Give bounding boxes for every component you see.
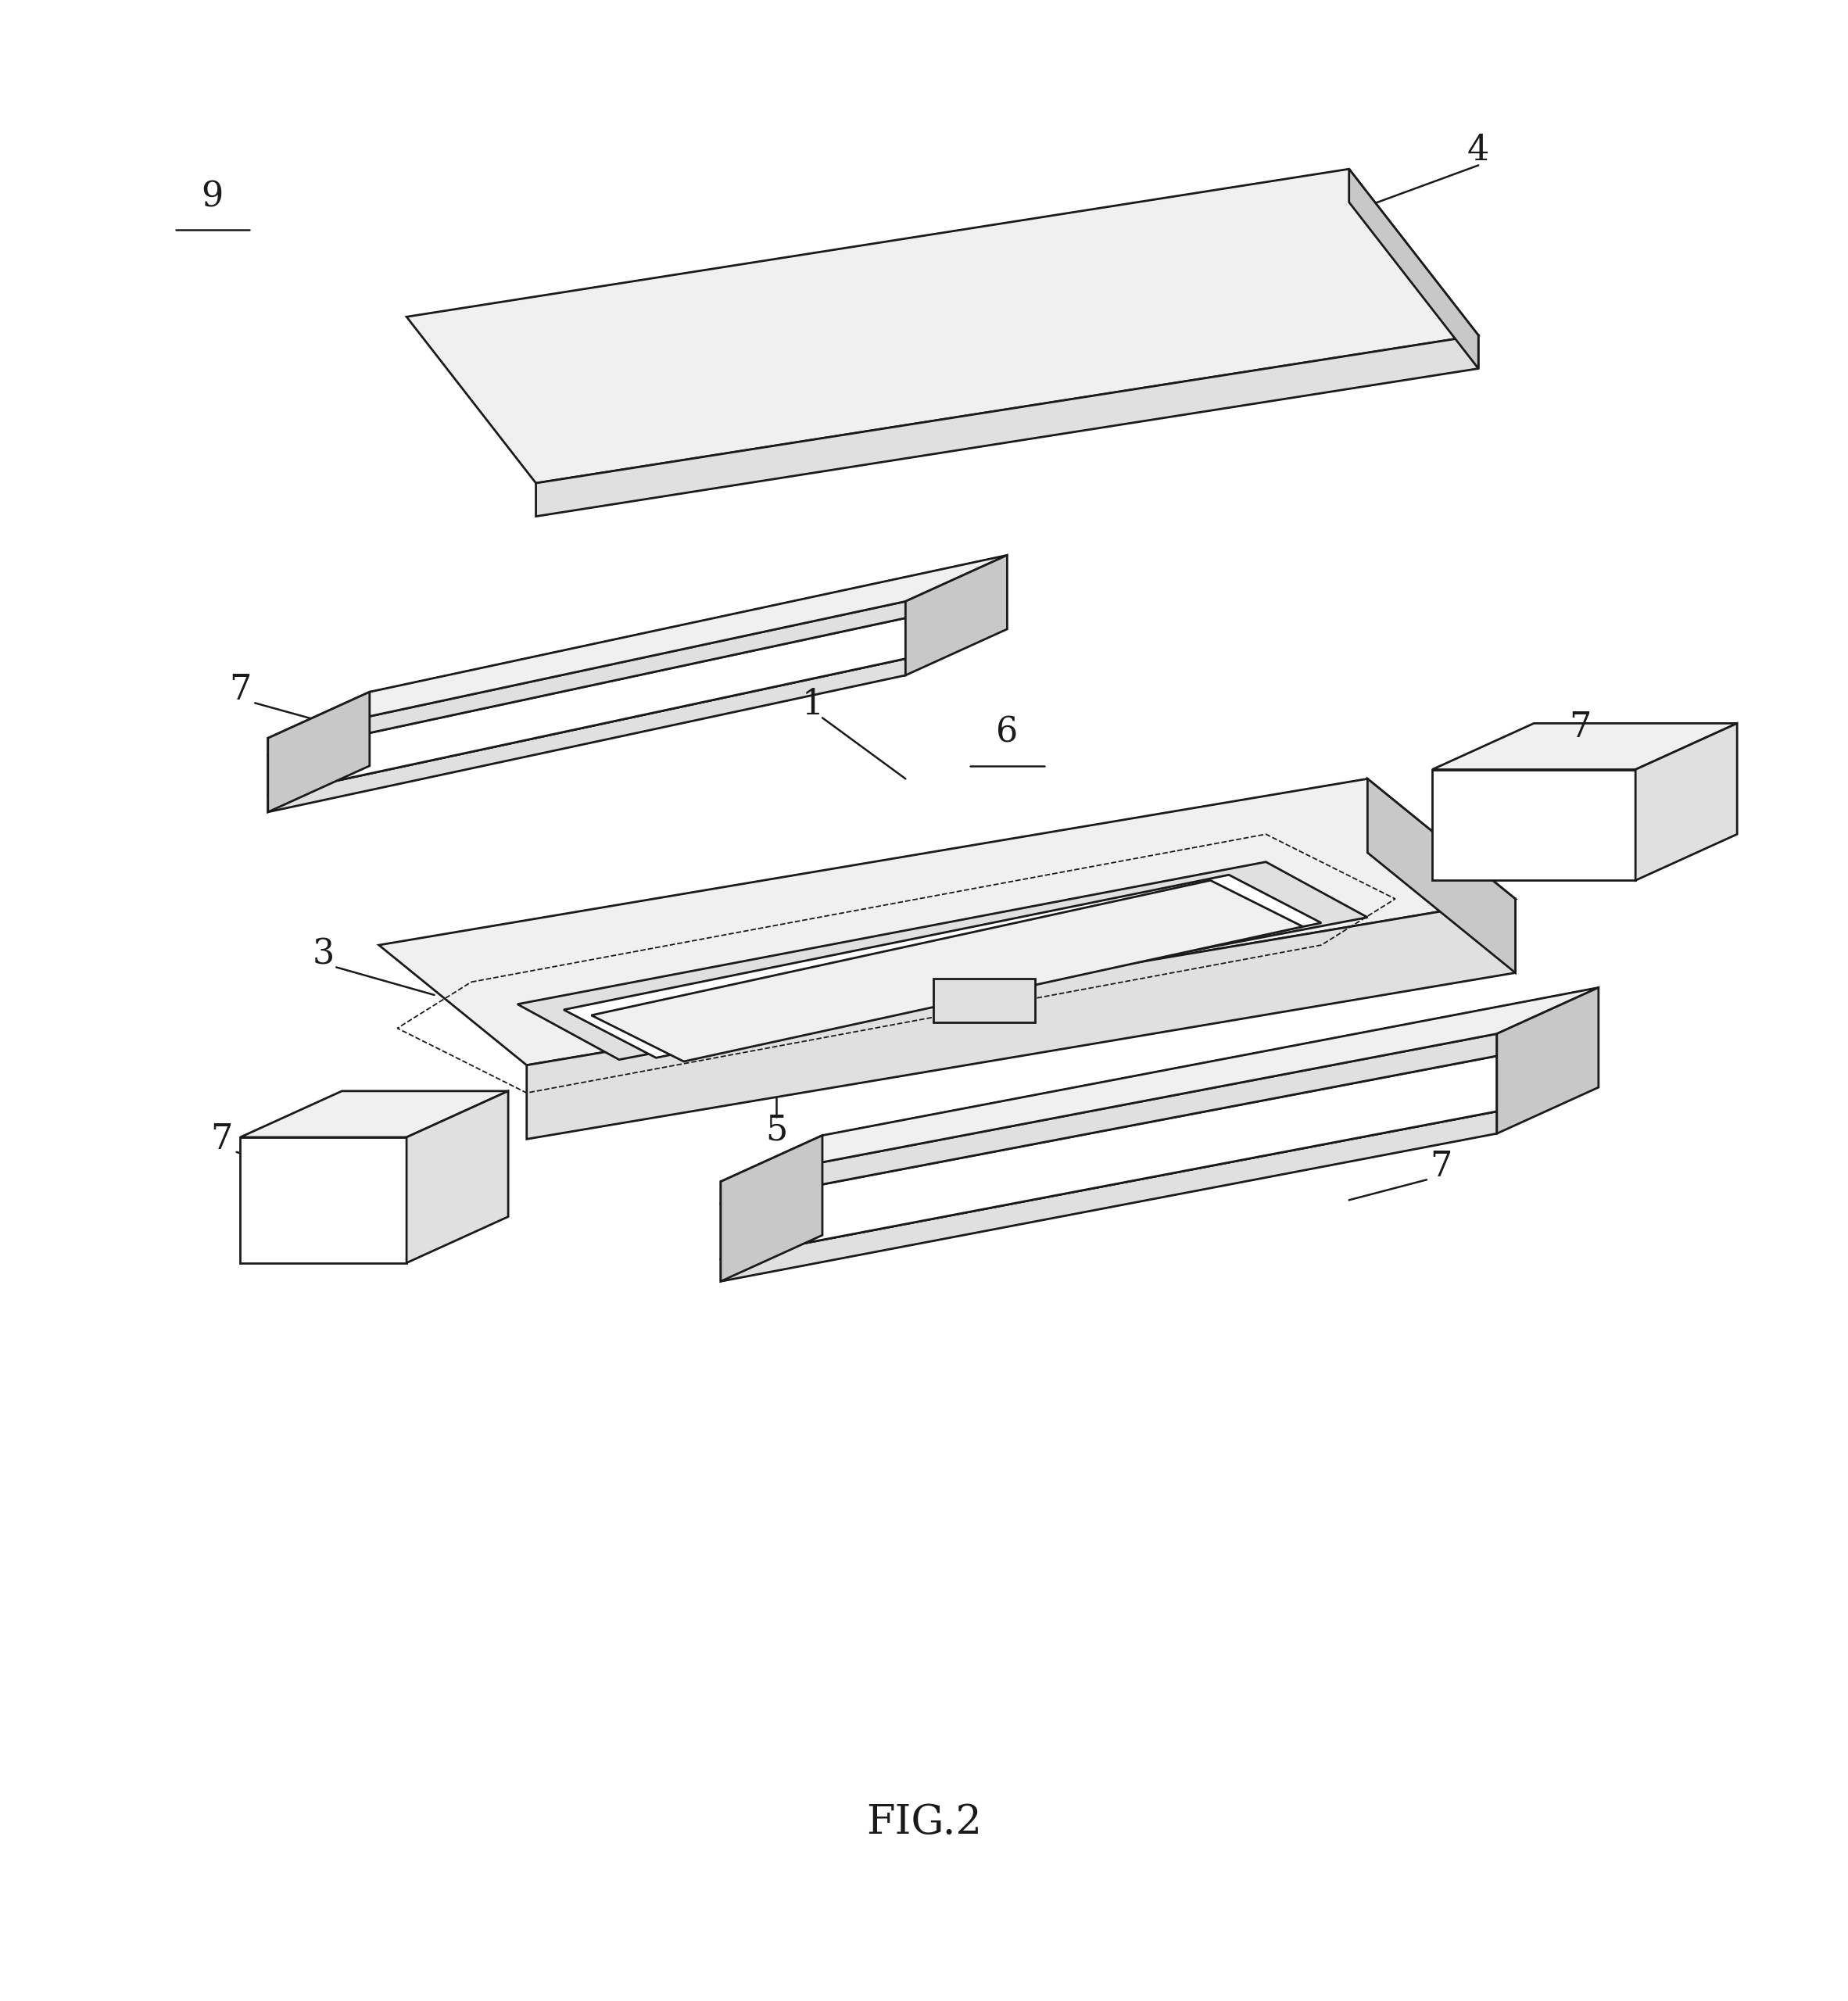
Polygon shape: [527, 898, 1515, 1139]
Text: 4: 4: [1467, 134, 1489, 168]
Text: 7: 7: [1569, 710, 1591, 744]
Polygon shape: [268, 602, 906, 754]
Polygon shape: [407, 1091, 508, 1263]
Text: 7: 7: [229, 672, 251, 706]
Polygon shape: [536, 336, 1478, 516]
Polygon shape: [1368, 778, 1515, 972]
Polygon shape: [240, 1091, 508, 1137]
Polygon shape: [379, 778, 1515, 1065]
Polygon shape: [1349, 168, 1478, 368]
Text: 9: 9: [201, 180, 224, 214]
Polygon shape: [721, 1057, 1497, 1259]
Text: 5: 5: [765, 1113, 787, 1147]
Polygon shape: [1432, 770, 1635, 880]
Polygon shape: [268, 692, 370, 812]
Polygon shape: [591, 880, 1303, 1061]
Text: 7: 7: [211, 1123, 233, 1157]
Text: 1: 1: [802, 688, 824, 722]
Polygon shape: [407, 168, 1478, 482]
Polygon shape: [1497, 988, 1599, 1133]
Polygon shape: [268, 554, 1007, 738]
Text: 6: 6: [996, 716, 1018, 750]
Polygon shape: [906, 554, 1007, 674]
Polygon shape: [268, 612, 1007, 794]
Polygon shape: [564, 874, 1321, 1059]
Polygon shape: [517, 862, 1368, 1061]
Polygon shape: [933, 978, 1035, 1023]
Polygon shape: [1432, 722, 1737, 770]
Polygon shape: [240, 1137, 407, 1263]
Polygon shape: [721, 1065, 1599, 1259]
Text: FIG.2: FIG.2: [867, 1803, 981, 1843]
Text: 7: 7: [1430, 1151, 1453, 1185]
Polygon shape: [268, 658, 906, 812]
Polygon shape: [721, 1111, 1497, 1281]
Text: 3: 3: [312, 936, 334, 970]
Polygon shape: [721, 1035, 1497, 1205]
Polygon shape: [268, 618, 906, 794]
Polygon shape: [1635, 722, 1737, 880]
Polygon shape: [721, 988, 1599, 1181]
Polygon shape: [721, 1135, 822, 1281]
